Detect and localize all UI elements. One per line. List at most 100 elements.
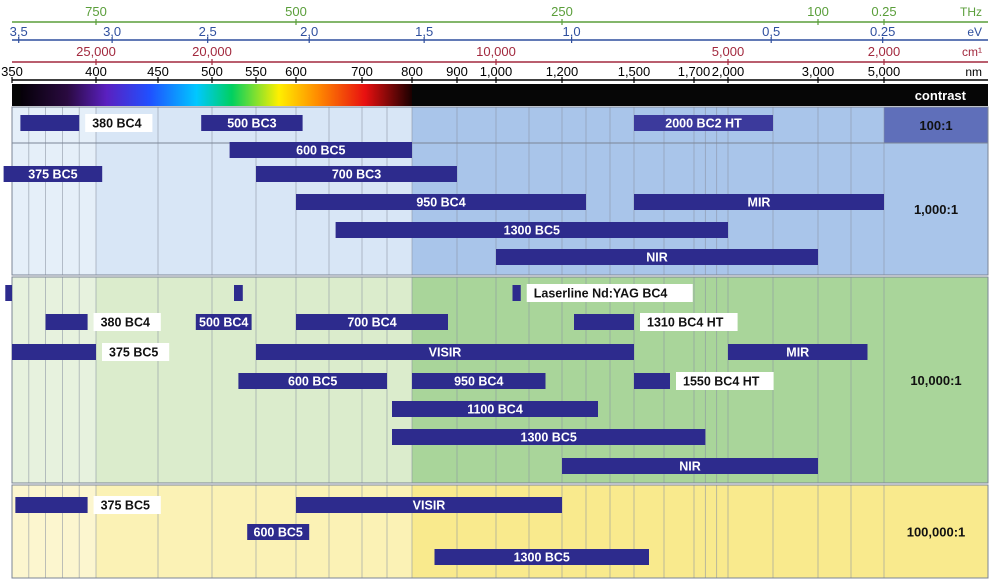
product-bar: [562, 458, 818, 474]
scale-tick-label-nm: 700: [351, 64, 373, 79]
product-bar-label: 1100 BC4: [467, 403, 523, 417]
product-bar-label: 375 BC5: [28, 168, 77, 182]
scale-tick-label-nm: 550: [245, 64, 267, 79]
product-bar-label: VISIR: [413, 499, 446, 513]
scale-tick-label-nm: 1,700: [678, 64, 711, 79]
product-bar: [496, 249, 818, 265]
product-bar-label: 500 BC4: [199, 316, 248, 330]
product-bar-label: MIR: [748, 196, 771, 210]
scale-tick-label-cm: 10,000: [476, 44, 516, 59]
product-bar: [15, 497, 88, 513]
product-bar: [392, 401, 598, 417]
product-bar: [247, 524, 310, 540]
product-bar: [634, 115, 773, 131]
product-label-box: [526, 284, 693, 302]
product-bar-label: 950 BC4: [454, 375, 503, 389]
product-bar-label: 1300 BC5: [514, 551, 570, 565]
product-bar: [634, 373, 670, 389]
band-border: [11, 484, 989, 579]
product-bar-label: 950 BC4: [416, 196, 465, 210]
product-bar: [256, 166, 457, 182]
scale-unit-ev: eV: [967, 25, 982, 39]
scale-tick-label-nm: 2,000: [712, 64, 745, 79]
band-bg-uv-tint: [12, 143, 96, 275]
scale-tick-label-ev: 2,5: [199, 24, 217, 39]
contrast-value-label: 10,000:1: [910, 373, 961, 388]
band-border: [11, 276, 989, 484]
product-bar-label: 2000 BC2 HT: [665, 117, 742, 131]
scale-unit-nm: nm: [965, 65, 982, 79]
product-bar-label: NIR: [646, 251, 668, 265]
band-bg-contrast: [884, 143, 988, 275]
product-bar: [234, 285, 243, 301]
product-bar-label: MIR: [786, 346, 809, 360]
scale-tick-label-thz: 750: [85, 4, 107, 19]
product-label-box: [102, 343, 170, 361]
product-label-text: 375 BC5: [101, 499, 150, 513]
product-bar: [634, 194, 884, 210]
product-label-box: [93, 313, 161, 331]
product-bar: [45, 314, 88, 330]
scale-tick-label-cm: 5,000: [712, 44, 745, 59]
visible-spectrum-gradient: [20, 84, 413, 106]
contrast-value-label: 100:1: [919, 118, 952, 133]
product-label-text: 375 BC5: [109, 346, 158, 360]
scale-tick-label-thz: 500: [285, 4, 307, 19]
scale-tick-label-nm: 450: [147, 64, 169, 79]
product-bar: [256, 344, 634, 360]
scale-tick-label-nm: 900: [446, 64, 468, 79]
product-label-box: [676, 372, 774, 390]
product-bar-label: 600 BC5: [288, 375, 337, 389]
product-bar: [574, 314, 634, 330]
scale-tick-label-nm: 350: [1, 64, 23, 79]
product-bar: [296, 194, 586, 210]
product-label-text: 1550 BC4 HT: [683, 375, 760, 389]
scale-tick-label-thz: 250: [551, 4, 573, 19]
scale-tick-label-nm: 800: [401, 64, 423, 79]
product-label-text: 1310 BC4 HT: [647, 316, 724, 330]
scale-tick-label-ev: 0,5: [762, 24, 780, 39]
product-bar: [392, 429, 706, 445]
scale-tick-label-ev: 1,5: [415, 24, 433, 39]
band-bg-contrast: [884, 277, 988, 483]
product-label-box: [85, 114, 153, 132]
product-bar: [238, 373, 387, 389]
product-bar-label: 1300 BC5: [521, 431, 577, 445]
scale-tick-label-nm: 1,000: [480, 64, 513, 79]
product-label-box: [93, 496, 161, 514]
product-label-text: Laserline Nd:YAG BC4: [534, 287, 668, 301]
product-label-text: 380 BC4: [92, 117, 141, 131]
scale-tick-label-nm: 3,000: [802, 64, 835, 79]
contrast-header-label: contrast: [915, 88, 967, 103]
scale-tick-label-nm: 500: [201, 64, 223, 79]
scale-tick-label-ev: 0.25: [870, 24, 895, 39]
product-bar-label: 700 BC4: [347, 316, 396, 330]
product-bar-label: 600 BC5: [254, 526, 303, 540]
product-bar: [296, 314, 448, 330]
scale-tick-label-nm: 400: [85, 64, 107, 79]
scale-tick-label-thz: 0.25: [871, 4, 896, 19]
product-bar: [12, 344, 96, 360]
product-bar: [5, 285, 12, 301]
scale-tick-label-ev: 3,0: [103, 24, 121, 39]
scale-tick-label-ev: 2,0: [300, 24, 318, 39]
scale-unit-cm: cm¹: [962, 45, 982, 59]
scale-tick-label-thz: 100: [807, 4, 829, 19]
product-bar: [195, 314, 252, 330]
product-bar-label: 600 BC5: [296, 144, 345, 158]
contrast-value-label: 1,000:1: [914, 202, 958, 217]
scale-unit-thz: THz: [960, 5, 982, 19]
scale-tick-label-cm: 25,000: [76, 44, 116, 59]
product-bar-label: 700 BC3: [332, 168, 381, 182]
product-bar-label: NIR: [679, 460, 701, 474]
product-bar: [20, 115, 80, 131]
band-border: [11, 142, 989, 276]
band-bg-contrast: [884, 485, 988, 578]
band-bg-uv-tint: [12, 277, 96, 483]
scale-tick-label-nm: 5,000: [868, 64, 901, 79]
product-bar: [201, 115, 303, 131]
product-bar: [3, 166, 103, 182]
scale-tick-label-cm: 2,000: [868, 44, 901, 59]
product-bar: [512, 285, 521, 301]
